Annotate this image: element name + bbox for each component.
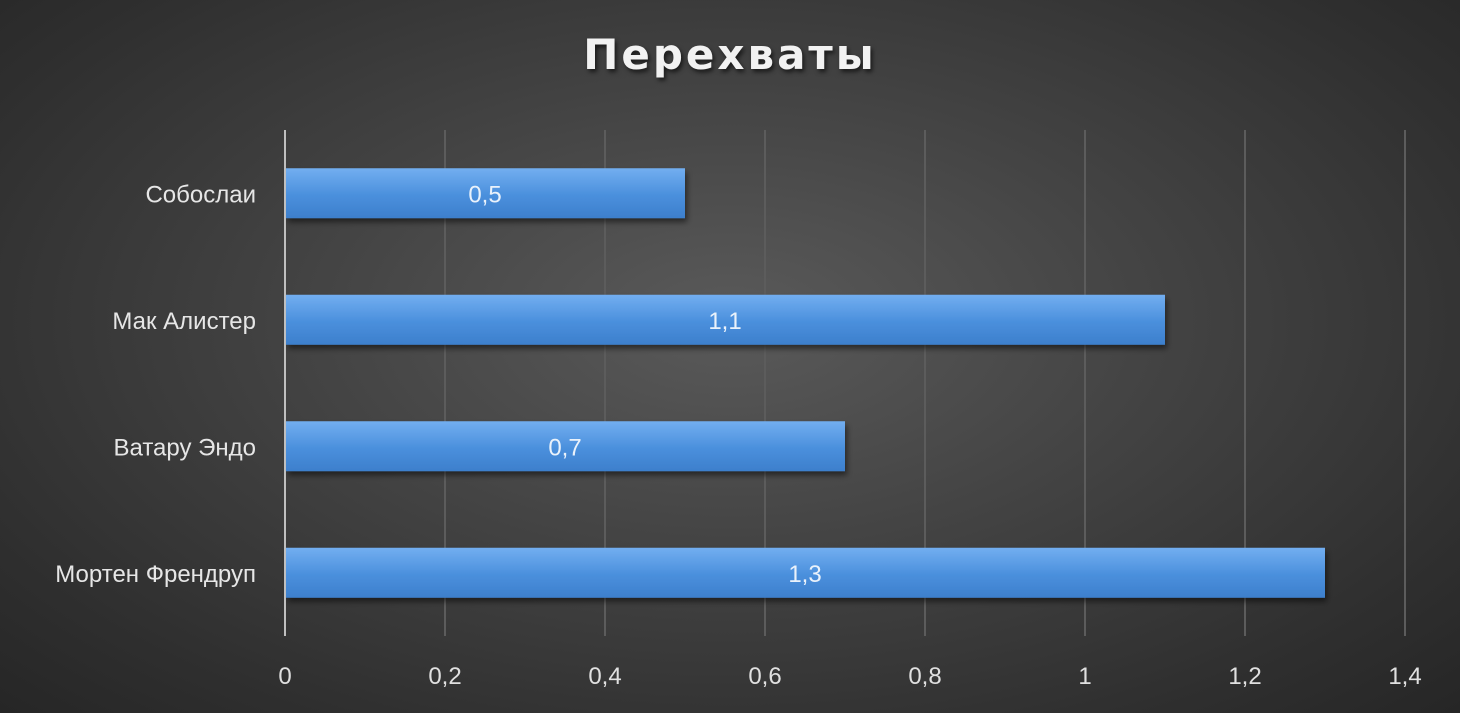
x-tick-label: 0,2 xyxy=(428,663,461,690)
category-label: Собослаи xyxy=(145,181,256,208)
category-label: Ватару Эндо xyxy=(114,434,257,461)
bar xyxy=(286,421,845,472)
x-tick-label: 0,8 xyxy=(908,663,941,690)
category-label: Мак Алистер xyxy=(112,308,256,335)
x-tick-label: 1,2 xyxy=(1228,663,1261,690)
category-label: Мортен Френдруп xyxy=(55,561,256,588)
x-tick-label: 0,6 xyxy=(748,663,781,690)
bar xyxy=(286,547,1325,598)
x-tick-label: 1 xyxy=(1078,663,1091,690)
chart-title: Перехваты xyxy=(583,30,877,79)
bar xyxy=(286,168,685,219)
bars xyxy=(286,168,1325,598)
data-label: 1,1 xyxy=(708,308,741,335)
data-label: 0,7 xyxy=(548,434,581,461)
x-tick-label: 0 xyxy=(278,663,291,690)
labels: 0 0,2 0,4 0,6 0,8 1 1,2 1,4 0,5 Собослаи 1,1 Мак Ал… xyxy=(55,181,1421,690)
x-tick-label: 1,4 xyxy=(1388,663,1421,690)
data-label: 0,5 xyxy=(468,181,501,208)
data-label: 1,3 xyxy=(788,561,821,588)
x-tick-label: 0,4 xyxy=(588,663,621,690)
bar xyxy=(286,294,1165,345)
